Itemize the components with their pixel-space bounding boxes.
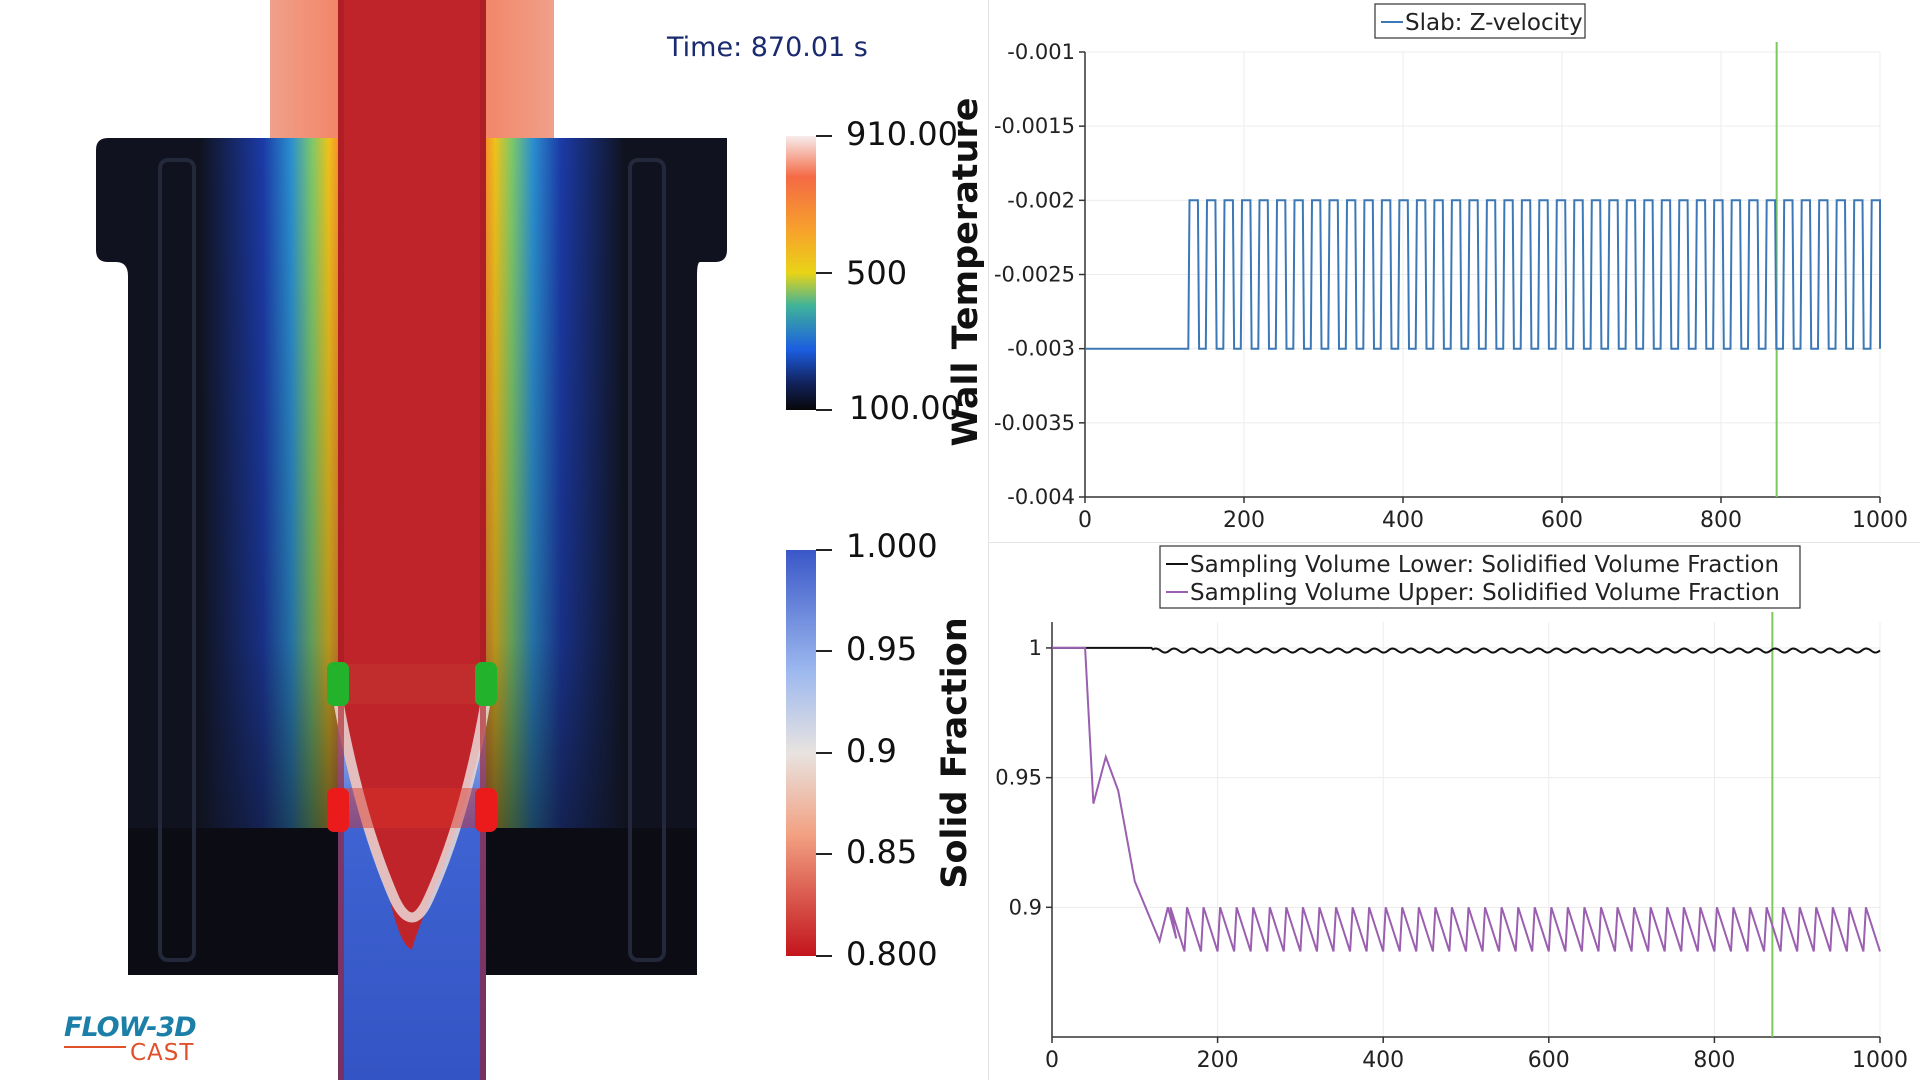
x-tick-label: 200 <box>1197 1048 1239 1073</box>
lower-marker-left <box>327 788 349 832</box>
solid-fraction-colorbar-title: Solid Fraction <box>935 617 975 889</box>
time-label: Time: 870.01 s <box>667 32 868 63</box>
sampling-volume-lower <box>344 788 482 828</box>
solid-fraction-colorbar <box>786 550 816 956</box>
y-tick-label: -0.0015 <box>994 114 1075 138</box>
plot-divider-horizontal <box>988 542 1920 543</box>
sampling-volume-upper <box>344 664 482 704</box>
y-tick-label: -0.004 <box>1007 485 1075 509</box>
legend-entry: Sampling Volume Lower: Solidified Volume… <box>1190 552 1779 578</box>
temperature-colorbar <box>786 136 816 410</box>
sf-label-3: 0.9 <box>846 732 897 770</box>
legend-box <box>1374 3 1586 39</box>
z-velocity-series <box>1085 199 1881 350</box>
plot-divider-vertical <box>988 0 989 1080</box>
y-tick-label: -0.002 <box>1007 188 1075 212</box>
z-velocity-chart: 0 200 400 600 800 1000 -0.001 -0.0015 -0.002 -0.0… <box>994 3 1908 533</box>
x-tick-label: 600 <box>1528 1048 1570 1073</box>
x-tick-label: 400 <box>1362 1048 1404 1073</box>
logo-sub: CAST <box>130 1040 195 1066</box>
upper-marker-left <box>327 662 349 706</box>
y-tick-label: 1 <box>1029 636 1042 660</box>
temp-label-mid: 500 <box>846 254 908 292</box>
legend-box <box>1159 545 1801 609</box>
y-tick-label: 0.9 <box>1009 895 1042 919</box>
sf-label-4: 0.85 <box>846 833 918 871</box>
legend-entry: Sampling Volume Upper: Solidified Volume… <box>1190 580 1780 606</box>
temp-label-max: 910.00 <box>846 115 958 153</box>
solidified-fraction-chart: 0 200 400 600 800 1000 1 0.95 0.9 Sampling Volume… <box>995 545 1908 1073</box>
temp-label-min: 100.00 <box>849 389 961 427</box>
y-tick-label: -0.0035 <box>994 411 1075 435</box>
upper-marker-right <box>475 662 497 706</box>
x-tick-label: 800 <box>1700 508 1742 533</box>
lower-marker-right <box>475 788 497 832</box>
x-tick-label: 1000 <box>1852 508 1908 533</box>
x-tick-label: 400 <box>1382 508 1424 533</box>
x-tick-label: 800 <box>1693 1048 1735 1073</box>
logo-main: FLOW-3D <box>64 1012 197 1043</box>
y-tick-label: -0.0025 <box>994 263 1075 287</box>
upper-fraction-series <box>1052 646 1881 952</box>
x-tick-label: 600 <box>1541 508 1583 533</box>
legend-entry: Slab: Z-velocity <box>1405 10 1583 36</box>
x-tick-label: 1000 <box>1852 1048 1908 1073</box>
lower-fraction-series <box>1052 646 1881 654</box>
x-tick-label: 0 <box>1045 1048 1059 1073</box>
solid-shell <box>338 720 486 1080</box>
y-tick-label: -0.003 <box>1007 337 1075 361</box>
simulation-view <box>96 0 727 1080</box>
sf-label-2: 0.95 <box>846 630 918 668</box>
y-tick-label: 0.95 <box>995 766 1042 790</box>
x-tick-label: 200 <box>1223 508 1265 533</box>
sf-label-5: 0.800 <box>846 935 938 973</box>
logo-underline <box>64 1046 126 1048</box>
sf-label-1: 1.000 <box>846 527 938 565</box>
temperature-colorbar-title: Wall Temperature <box>946 97 986 447</box>
x-tick-label: 0 <box>1078 508 1092 533</box>
y-tick-label: -0.001 <box>1007 40 1075 64</box>
